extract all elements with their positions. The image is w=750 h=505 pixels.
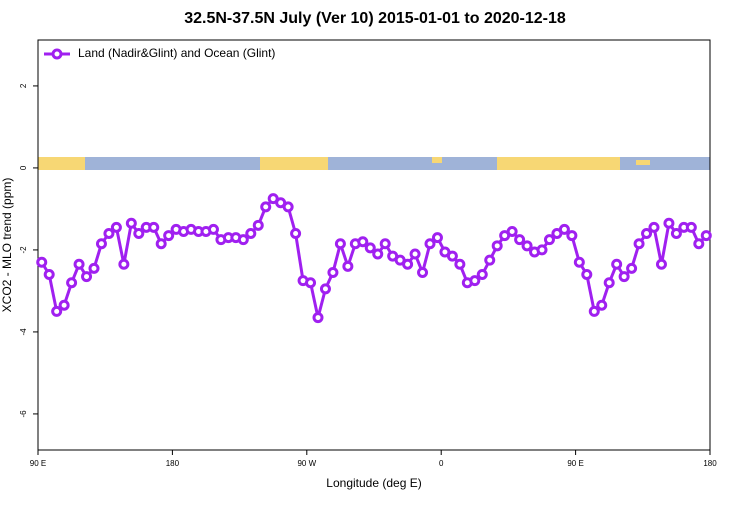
land-ocean-strip	[38, 157, 710, 170]
data-point	[618, 271, 630, 283]
data-point	[588, 305, 600, 317]
data-point	[431, 232, 443, 244]
data-point	[409, 248, 421, 260]
data-point	[514, 234, 526, 246]
data-point	[237, 234, 249, 246]
data-point	[319, 283, 331, 295]
data-point	[685, 221, 697, 233]
data-point	[700, 230, 712, 242]
y-tick-label: -6	[19, 410, 28, 418]
data-point	[469, 275, 481, 287]
data-point	[364, 242, 376, 254]
data-point	[327, 266, 339, 278]
data-point	[163, 230, 175, 242]
data-point	[379, 238, 391, 250]
data-point	[103, 228, 115, 240]
plot-frame	[37, 39, 711, 451]
data-point	[626, 262, 638, 274]
legend-label: Land (Nadir&Glint) and Ocean (Glint)	[78, 46, 275, 60]
data-point	[282, 201, 294, 213]
y-axis-label: XCO2 - MLO trend (ppm)	[0, 178, 14, 313]
data-point	[611, 258, 623, 270]
data-point	[566, 230, 578, 242]
data-point	[446, 250, 458, 262]
data-point	[648, 221, 660, 233]
data-point	[476, 269, 488, 281]
data-point	[245, 228, 257, 240]
data-point	[372, 248, 384, 260]
x-tick-label: 180	[703, 459, 717, 468]
data-point	[536, 244, 548, 256]
y-tick-label: 2	[19, 83, 28, 88]
data-point	[663, 217, 675, 229]
data-point	[155, 238, 167, 250]
data-point	[506, 225, 518, 237]
data-point	[402, 258, 414, 270]
x-tick-label: 90 E	[567, 459, 583, 468]
data-point	[655, 258, 667, 270]
x-axis-label: Longitude (deg E)	[326, 476, 421, 490]
data-point	[260, 201, 272, 213]
data-point	[88, 262, 100, 274]
data-point	[334, 238, 346, 250]
data-point	[207, 223, 219, 235]
data-point	[36, 256, 48, 268]
data-point	[252, 219, 264, 231]
x-tick-label: 180	[166, 459, 180, 468]
x-tick-label: 0	[439, 459, 444, 468]
data-point	[603, 277, 615, 289]
data-point	[424, 238, 436, 250]
data-point	[342, 260, 354, 272]
data-point	[73, 258, 85, 270]
data-point	[110, 221, 122, 233]
data-point	[573, 256, 585, 268]
data-point	[484, 254, 496, 266]
y-tick-label: 0	[19, 165, 28, 170]
x-tick-label: 90 E	[30, 459, 46, 468]
data-point	[417, 266, 429, 278]
data-point	[51, 305, 63, 317]
data-point	[558, 223, 570, 235]
data-point	[357, 236, 369, 248]
data-point	[43, 269, 55, 281]
x-tick-label: 90 W	[297, 459, 316, 468]
legend-marker	[51, 48, 63, 60]
data-point	[66, 277, 78, 289]
data-point	[95, 238, 107, 250]
data-point	[670, 228, 682, 240]
data-point	[454, 258, 466, 270]
data-point	[581, 269, 593, 281]
data-point	[125, 217, 137, 229]
data-point	[148, 221, 160, 233]
data-point	[543, 234, 555, 246]
data-point	[133, 228, 145, 240]
data-point	[290, 228, 302, 240]
data-point	[633, 238, 645, 250]
data-point	[81, 271, 93, 283]
chart-title: 32.5N-37.5N July (Ver 10) 2015-01-01 to …	[184, 10, 566, 27]
data-point	[596, 299, 608, 311]
data-point	[305, 277, 317, 289]
data-point	[521, 240, 533, 252]
data-point	[118, 258, 130, 270]
data-point	[491, 240, 503, 252]
data-point	[312, 312, 324, 324]
data-point	[641, 228, 653, 240]
y-tick-label: -2	[19, 246, 28, 254]
y-tick-label: -4	[19, 328, 28, 336]
data-point	[693, 238, 705, 250]
data-point	[58, 299, 70, 311]
